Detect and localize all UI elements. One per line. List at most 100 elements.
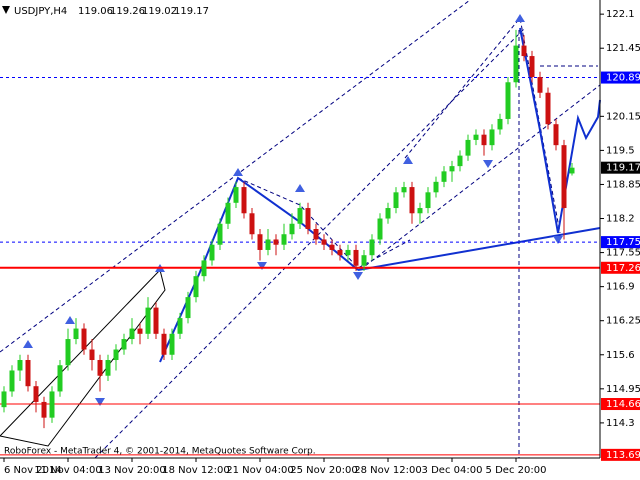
arrow <box>515 14 525 22</box>
candle-body <box>233 187 239 203</box>
drawings <box>0 0 601 459</box>
x-tick-label: 5 Dec 20:00 <box>486 465 547 476</box>
arrow <box>295 184 305 192</box>
channel-box <box>0 269 166 447</box>
arrows <box>23 14 563 406</box>
y-tick-label: 114.3 <box>606 418 635 429</box>
arrow <box>23 340 33 348</box>
level-label: 114.66 <box>606 399 640 410</box>
arrow <box>95 398 105 406</box>
footer: RoboForex - MetaTrader 4, © 2001-2014, M… <box>4 447 316 457</box>
candle-body <box>433 181 439 193</box>
y-tick-label: 118.85 <box>606 179 640 190</box>
arrow <box>553 236 563 244</box>
candle-body <box>313 229 319 240</box>
candle-body <box>441 171 447 182</box>
arrow <box>353 272 363 280</box>
level-label: 117.26 <box>606 263 640 274</box>
x-tick-label: 25 Nov 20:00 <box>290 465 357 476</box>
channel-line <box>94 27 526 459</box>
candle-body <box>177 318 183 334</box>
arrow <box>233 168 243 176</box>
level-label-box <box>601 236 640 249</box>
candle-body <box>9 370 15 392</box>
candle-body <box>65 339 71 366</box>
candle-body <box>369 239 375 256</box>
x-tick-label: 18 Nov 12:00 <box>162 465 229 476</box>
candle-body <box>361 255 367 266</box>
candle-body <box>377 218 383 240</box>
candle-body <box>513 45 519 83</box>
level-label: 117.75 <box>606 237 640 248</box>
candle-body <box>145 307 151 334</box>
candle-body <box>105 360 111 376</box>
low-price: 119.02 <box>142 6 177 17</box>
candle-body <box>169 333 175 355</box>
candle-body <box>497 118 503 130</box>
candle-body <box>289 223 295 235</box>
candle-body <box>1 391 7 408</box>
candle-body <box>417 208 423 214</box>
level-label-box <box>601 71 640 84</box>
forecast-line <box>519 27 601 234</box>
candle-body <box>481 134 487 146</box>
candle-body <box>393 192 399 209</box>
candle-body <box>329 244 335 250</box>
candle-body <box>521 45 527 57</box>
candle-body <box>129 328 135 340</box>
y-tick-label: 120.15 <box>606 111 640 122</box>
candle-body <box>337 249 343 256</box>
candle-body <box>505 82 511 119</box>
x-tick-label: 11 Nov 04:00 <box>34 465 101 476</box>
trend-line <box>357 227 601 271</box>
x-tick-label: 3 Dec 04:00 <box>422 465 483 476</box>
candle-body <box>273 239 279 245</box>
candle-body <box>305 208 311 229</box>
candle-body <box>153 307 159 334</box>
candle-body <box>121 339 127 350</box>
candle-body <box>249 213 255 235</box>
candle-body <box>257 234 263 250</box>
candle-body <box>465 139 471 156</box>
candle-body <box>113 349 119 361</box>
candle-body <box>473 134 479 140</box>
candle-body <box>321 239 327 245</box>
candle-body <box>385 208 391 219</box>
level-label: 119.17 <box>606 163 640 174</box>
candle-body <box>97 360 103 376</box>
candle-body <box>225 202 231 224</box>
x-tick-label: 13 Nov 20:00 <box>98 465 165 476</box>
candle-body <box>457 155 463 167</box>
y-tick-label: 115.6 <box>606 350 635 361</box>
candle-body <box>17 360 23 371</box>
candle-body <box>89 349 95 361</box>
level-label-box <box>601 161 640 174</box>
y-tick-label: 116.9 <box>606 282 635 293</box>
candle-body <box>409 187 415 214</box>
candle-body <box>489 129 495 146</box>
candle-body <box>449 166 455 172</box>
candle-body <box>425 192 431 209</box>
level-label-box <box>601 398 640 411</box>
candle-body <box>545 92 551 125</box>
candle-body <box>345 249 351 256</box>
high-price: 119.26 <box>110 6 145 17</box>
x-tick-label: 6 Nov 2014 <box>4 465 62 476</box>
candle-body <box>201 260 207 277</box>
open-price: 119.06 <box>78 6 113 17</box>
x-tick-label: 28 Nov 12:00 <box>354 465 421 476</box>
x-tick-label: 21 Nov 04:00 <box>226 465 293 476</box>
candle-body <box>537 77 543 93</box>
plot <box>0 29 600 456</box>
level-label-box <box>601 448 640 461</box>
candle-body <box>33 386 39 402</box>
candle-body <box>73 328 79 340</box>
close-price: 119.17 <box>174 6 209 17</box>
candle-body <box>57 365 63 392</box>
y-tick-label: 117.55 <box>606 248 640 259</box>
candle-body <box>561 145 567 209</box>
symbol: USDJPY,H4 <box>14 6 67 17</box>
